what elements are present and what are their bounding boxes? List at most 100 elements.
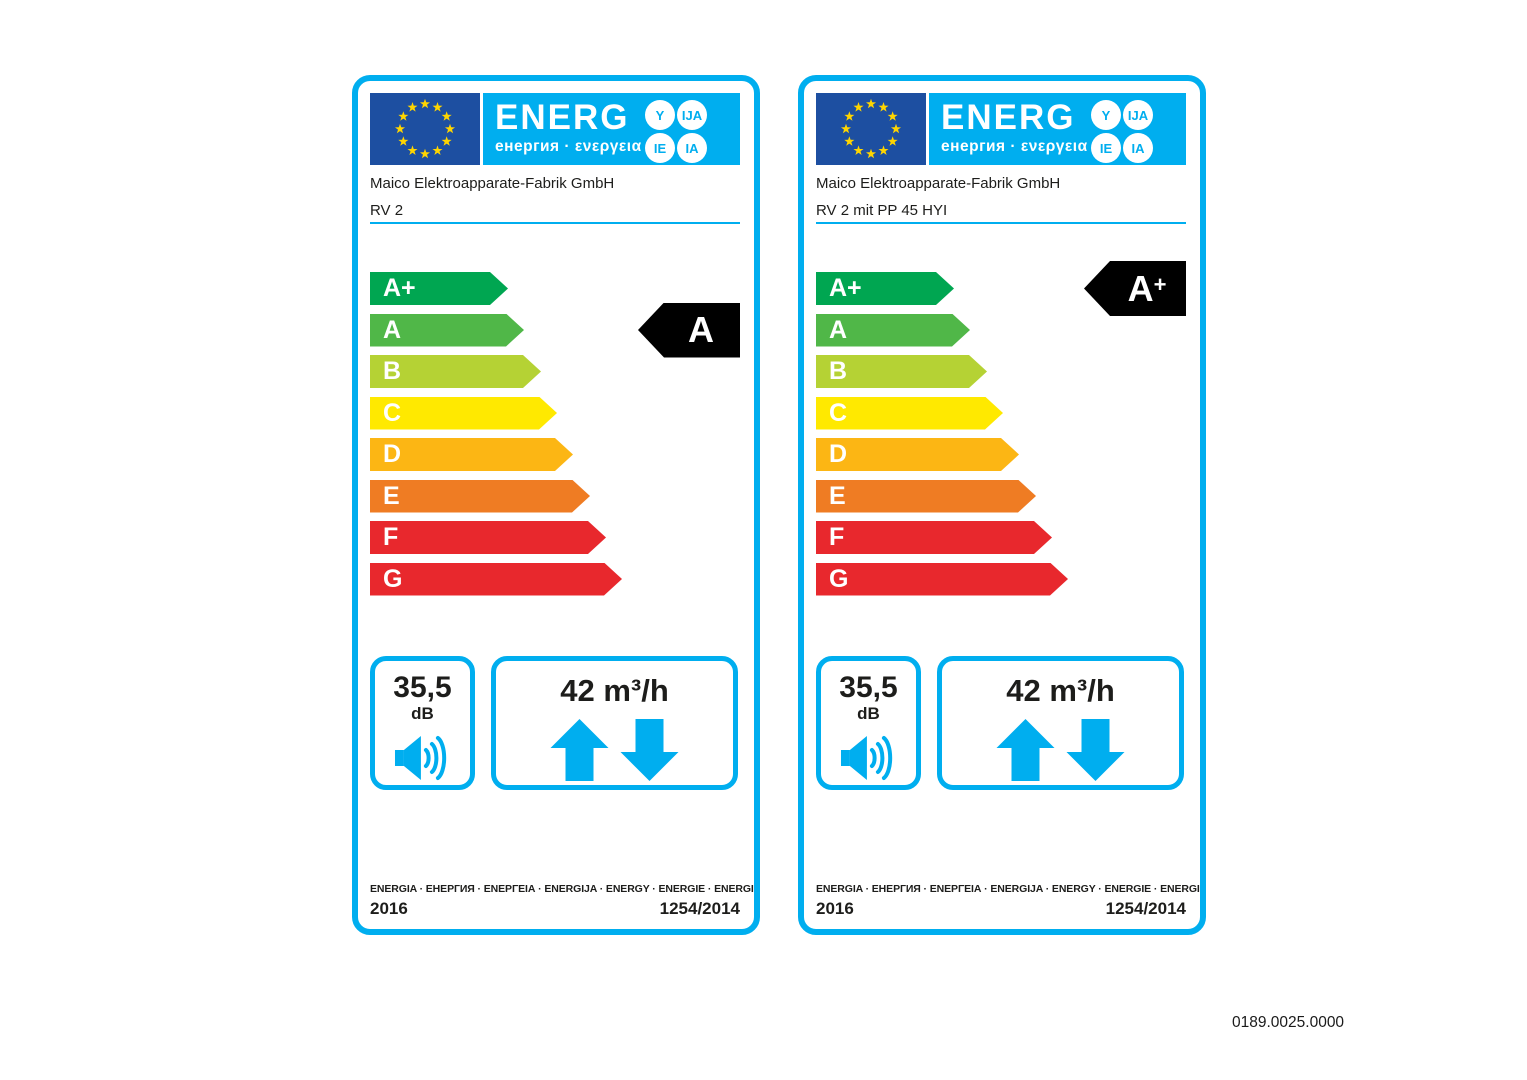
energy-class-letter: G bbox=[383, 564, 403, 593]
eu-star bbox=[398, 111, 409, 121]
energ-suffix-bubbles: Y IJA IE IA bbox=[929, 93, 1186, 165]
energy-class-scale: A+ A B C D E F G bbox=[816, 272, 1116, 604]
energy-class-bar-f: F bbox=[816, 521, 1052, 554]
speaker-icon bbox=[394, 736, 446, 780]
eu-star bbox=[887, 111, 898, 121]
energy-class-scale: A+ A B C D E F G bbox=[370, 272, 670, 604]
eu-star bbox=[444, 123, 456, 134]
energy-class-bar-g: G bbox=[816, 563, 1068, 596]
airflow-arrows bbox=[942, 719, 1179, 781]
document-code: 0189.0025.0000 bbox=[1232, 1014, 1345, 1031]
speaker-icon bbox=[840, 736, 892, 780]
footer-languages: ENERGIA · ЕНЕРГИЯ · ΕΝΕΡΓΕΙΑ · ENERGIJA … bbox=[370, 883, 754, 895]
energ-subtitle: енергия · ενεργεια bbox=[941, 138, 1088, 155]
noise-unit: dB bbox=[857, 704, 880, 723]
energ-subtitle: енергия · ενεργεια bbox=[495, 138, 642, 155]
eu-star bbox=[878, 145, 889, 155]
eu-star bbox=[844, 136, 855, 146]
energy-class-letter: B bbox=[829, 357, 848, 385]
model-name: RV 2 mit PP 45 HYI bbox=[816, 202, 948, 219]
energ-suffix-ia: IA bbox=[1123, 133, 1153, 163]
energy-class-bar-a: A bbox=[370, 314, 524, 347]
energy-class-letter: A+ bbox=[383, 274, 416, 302]
energy-label-rv2-pp45hyi: ENERG енергия · ενεργεια Y IJA IE IA Maico … bbox=[798, 75, 1206, 935]
airflow-box: 42 m³/h bbox=[937, 656, 1184, 790]
energy-class-letter: A bbox=[383, 315, 402, 344]
energy-class-bar-c: C bbox=[816, 397, 1003, 430]
rating-letter: A bbox=[1127, 267, 1154, 309]
footer-languages: ENERGIA · ЕНЕРГИЯ · ΕΝΕΡΓΕΙΑ · ENERGIJA … bbox=[816, 883, 1200, 895]
noise-box: 35,5 dB bbox=[816, 656, 921, 790]
footer-regulation: 1254/2014 bbox=[1105, 899, 1186, 918]
arrow-up-icon bbox=[996, 719, 1055, 781]
footer-year: 2016 bbox=[370, 899, 408, 918]
eu-star bbox=[865, 148, 877, 159]
arrow-down-icon bbox=[620, 719, 679, 781]
manufacturer-name: Maico Elektroapparate-Fabrik GmbH bbox=[816, 175, 1061, 192]
eu-star bbox=[840, 123, 852, 134]
eu-star bbox=[441, 111, 452, 121]
energ-suffix-y: Y bbox=[645, 100, 675, 130]
noise-box: 35,5 dB bbox=[370, 656, 475, 790]
title-divider bbox=[370, 222, 740, 224]
energy-class-letter: C bbox=[383, 398, 402, 427]
energ-suffix-bubbles: Y IJA IE IA bbox=[483, 93, 740, 165]
energ-band: ENERG енергия · ενεργεια Y IJA IE IA bbox=[483, 93, 740, 165]
energy-class-bar-b: B bbox=[370, 355, 541, 388]
energy-class-bar-g: G bbox=[370, 563, 622, 596]
airflow-value: 42 m³/h bbox=[1006, 673, 1115, 708]
energy-class-bar-b: B bbox=[816, 355, 987, 388]
title-divider bbox=[816, 222, 1186, 224]
eu-star bbox=[394, 123, 406, 134]
energy-class-letter: E bbox=[383, 481, 400, 510]
noise-unit: dB bbox=[411, 704, 434, 723]
energy-label-rv2: ENERG енергия · ενεργεια Y IJA IE IA Maico … bbox=[352, 75, 760, 935]
energy-class-letter: B bbox=[383, 357, 402, 385]
energy-class-bar-d: D bbox=[370, 438, 573, 471]
energy-class-bar-d: D bbox=[816, 438, 1019, 471]
airflow-box: 42 m³/h bbox=[491, 656, 738, 790]
energ-suffix-ie: IE bbox=[645, 133, 675, 163]
rating-plus: + bbox=[1153, 271, 1167, 297]
energy-class-letter: F bbox=[829, 523, 845, 551]
eu-star bbox=[878, 102, 889, 112]
eu-star bbox=[441, 136, 452, 146]
model-name: RV 2 bbox=[370, 202, 404, 219]
energy-class-bar-e: E bbox=[816, 480, 1036, 513]
energy-class-bar-aplus: A+ bbox=[816, 272, 954, 305]
noise-value: 35,5 bbox=[393, 671, 452, 704]
energy-class-bar-c: C bbox=[370, 397, 557, 430]
arrow-down-icon bbox=[1066, 719, 1125, 781]
eu-star bbox=[853, 102, 864, 112]
energy-class-letter: D bbox=[829, 440, 848, 468]
eu-flag-icon bbox=[370, 93, 480, 165]
energy-class-letter: A bbox=[829, 315, 848, 344]
eu-flag-icon bbox=[816, 93, 926, 165]
eu-star bbox=[407, 102, 418, 112]
energy-class-bar-a: A bbox=[816, 314, 970, 347]
footer-regulation: 1254/2014 bbox=[659, 899, 740, 918]
arrow-up-icon bbox=[550, 719, 609, 781]
airflow-arrows bbox=[496, 719, 733, 781]
energ-suffix-ia: IA bbox=[677, 133, 707, 163]
eu-star bbox=[887, 136, 898, 146]
footer-year: 2016 bbox=[816, 899, 854, 918]
airflow-value: 42 m³/h bbox=[560, 673, 669, 708]
noise-value: 35,5 bbox=[839, 671, 898, 704]
energ-suffix-y: Y bbox=[1091, 100, 1121, 130]
eu-star bbox=[398, 136, 409, 146]
energy-class-letter: C bbox=[829, 398, 848, 427]
energy-class-bar-f: F bbox=[370, 521, 606, 554]
energ-wordmark: ENERG bbox=[941, 98, 1076, 137]
eu-star bbox=[844, 111, 855, 121]
energy-class-letter: A+ bbox=[829, 274, 862, 302]
energy-class-letter: E bbox=[829, 481, 846, 510]
eu-star bbox=[432, 102, 443, 112]
eu-star bbox=[419, 98, 431, 109]
energ-suffix-ija: IJA bbox=[677, 100, 707, 130]
energy-class-letter: F bbox=[383, 523, 399, 551]
eu-star bbox=[407, 145, 418, 155]
energ-suffix-ija: IJA bbox=[1123, 100, 1153, 130]
manufacturer-name: Maico Elektroapparate-Fabrik GmbH bbox=[370, 175, 615, 192]
